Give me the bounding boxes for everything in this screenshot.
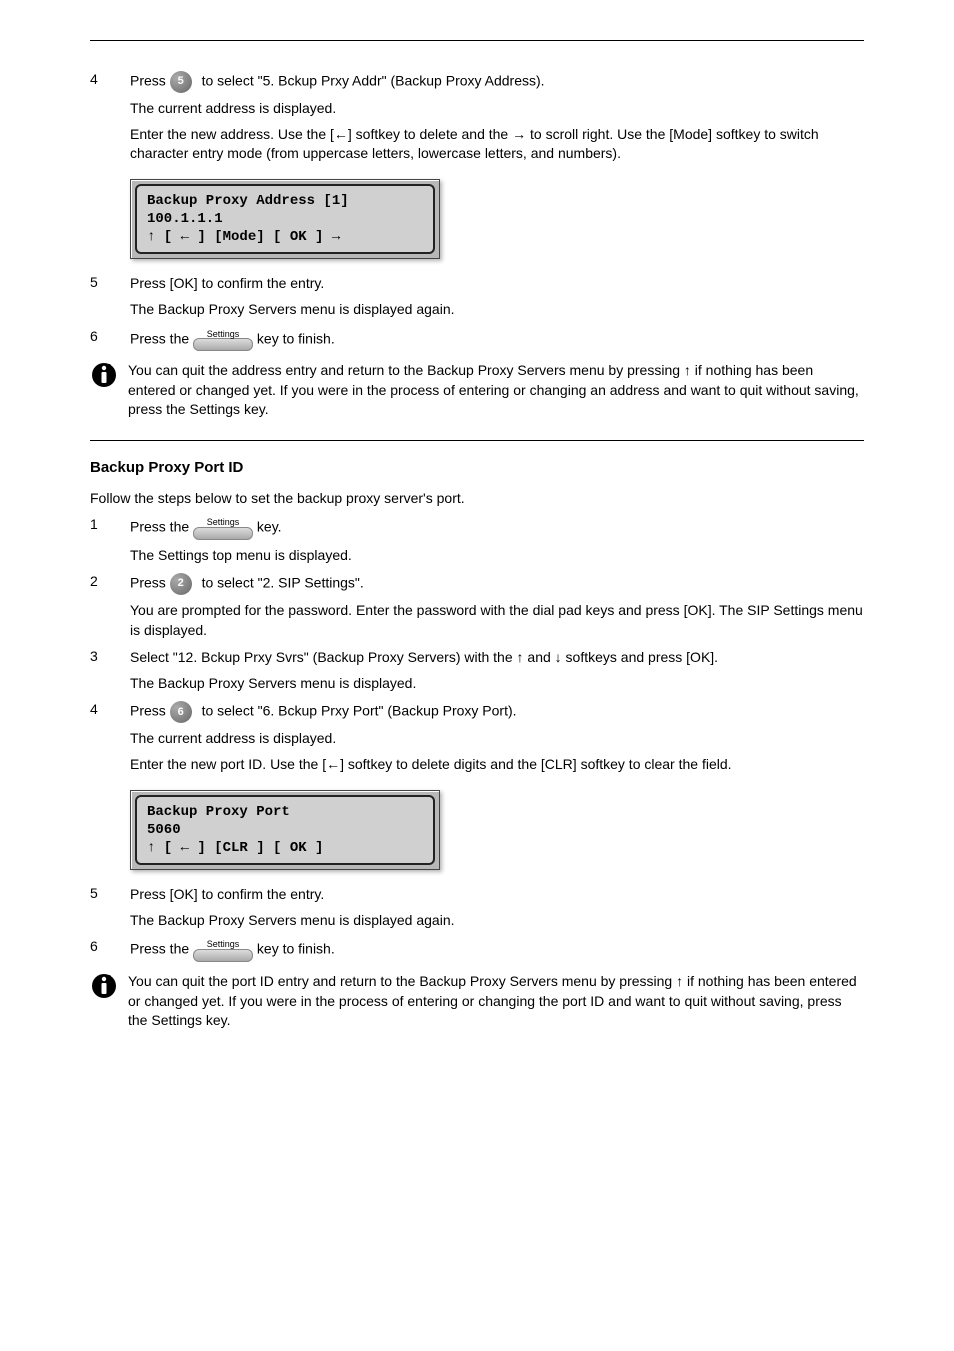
step-5-bottom: 5 Press [OK] to confirm the entry. The B…: [90, 885, 864, 930]
info-text: You can quit the address entry and retur…: [128, 361, 864, 420]
keypad-5-icon: 5: [170, 71, 192, 93]
step3-sub: The Backup Proxy Servers menu is display…: [130, 674, 718, 694]
text-prefix: Press: [130, 703, 170, 719]
step-number: 6: [90, 938, 130, 954]
text-suffix: key.: [257, 518, 282, 534]
lcd-inner: Backup Proxy Address [1] 100.1.1.1 ↑ [ ←…: [135, 184, 435, 255]
step-6-top: 6 Press the Settings key to finish.: [90, 328, 864, 352]
settings-key-button-icon: [193, 338, 253, 351]
settings-key-icon: Settings: [193, 328, 253, 352]
step-text: Select "12. Bckup Prxy Svrs" (Backup Pro…: [130, 648, 718, 693]
lcd-line3: ↑ [ ← ] [Mode] [ OK ] →: [147, 229, 340, 245]
text-suffix: to select "2. SIP Settings".: [202, 575, 364, 591]
step-number: 2: [90, 573, 130, 589]
lcd-line2: 5060: [147, 822, 181, 838]
step4-sub1: The current address is displayed.: [130, 729, 732, 749]
text-prefix: Press: [130, 73, 170, 89]
lcd-inner: Backup Proxy Port 5060 ↑ [ ← ] [CLR ] [ …: [135, 795, 435, 866]
step-number: 4: [90, 701, 130, 717]
step4-sub2: Enter the new port ID. Use the [←] softk…: [130, 755, 732, 775]
step5-sub: The Backup Proxy Servers menu is display…: [130, 300, 455, 320]
lcd-line1: Backup Proxy Address [1]: [147, 193, 349, 209]
info-note-bottom: You can quit the port ID entry and retur…: [90, 972, 864, 1031]
text-suffix: key to finish.: [257, 330, 335, 346]
step-4-bottom: 4 Press 6 to select "6. Bckup Prxy Port"…: [90, 701, 864, 774]
step-text: Press [OK] to confirm the entry. The Bac…: [130, 885, 455, 930]
settings-key-icon: Settings: [193, 938, 253, 962]
text-prefix: Press the: [130, 518, 193, 534]
step-number: 4: [90, 71, 130, 87]
text-suffix: to select "6. Bckup Prxy Port" (Backup P…: [202, 703, 517, 719]
step-6-bottom: 6 Press the Settings key to finish.: [90, 938, 864, 962]
step-1-bottom: 1 Press the Settings key. The Settings t…: [90, 516, 864, 565]
info-icon: [90, 361, 118, 389]
info-text: You can quit the port ID entry and retur…: [128, 972, 864, 1031]
step-number: 1: [90, 516, 130, 532]
step-text: Press 2 to select "2. SIP Settings". You…: [130, 573, 864, 640]
step3-text: Select "12. Bckup Prxy Svrs" (Backup Pro…: [130, 649, 718, 665]
section-lead: Follow the steps below to set the backup…: [90, 490, 864, 506]
text-suffix: key to finish.: [257, 941, 335, 957]
step2-sub: You are prompted for the password. Enter…: [130, 601, 864, 640]
top-rule: [90, 40, 864, 41]
info-icon: [90, 972, 118, 1000]
text-suffix: to select "5. Bckup Prxy Addr" (Backup P…: [202, 73, 545, 89]
step-sub2: Enter the new address. Use the [←] softk…: [130, 125, 864, 164]
step-text: Press the Settings key. The Settings top…: [130, 516, 352, 565]
step-text: Press 5 to select "5. Bckup Prxy Addr" (…: [130, 71, 864, 164]
keypad-2-icon: 2: [170, 573, 192, 595]
step-4-top: 4 Press 5 to select "5. Bckup Prxy Addr"…: [90, 71, 864, 164]
keypad-6-icon: 6: [170, 701, 192, 723]
step5-text: Press [OK] to confirm the entry.: [130, 275, 324, 291]
mid-rule: [90, 440, 864, 441]
lcd-line3: ↑ [ ← ] [CLR ] [ OK ]: [147, 840, 323, 856]
page: 4 Press 5 to select "5. Bckup Prxy Addr"…: [0, 0, 954, 1091]
step-5-top: 5 Press [OK] to confirm the entry. The B…: [90, 274, 864, 319]
step5-sub: The Backup Proxy Servers menu is display…: [130, 911, 455, 931]
step5-text: Press [OK] to confirm the entry.: [130, 886, 324, 902]
text-prefix: Press: [130, 575, 170, 591]
section-title: Backup Proxy Port ID: [90, 459, 864, 476]
step-text: Press [OK] to confirm the entry. The Bac…: [130, 274, 455, 319]
step-text: Press the Settings key to finish.: [130, 328, 335, 352]
step-number: 5: [90, 274, 130, 290]
step-number: 3: [90, 648, 130, 664]
step-number: 6: [90, 328, 130, 344]
step-text: Press 6 to select "6. Bckup Prxy Port" (…: [130, 701, 732, 774]
lcd-line1: Backup Proxy Port: [147, 804, 290, 820]
lcd-display-backup-proxy-port: Backup Proxy Port 5060 ↑ [ ← ] [CLR ] [ …: [130, 790, 440, 871]
lcd-line2: 100.1.1.1: [147, 211, 223, 227]
step-2-bottom: 2 Press 2 to select "2. SIP Settings". Y…: [90, 573, 864, 640]
step-sub1: The current address is displayed.: [130, 99, 864, 119]
step-number: 5: [90, 885, 130, 901]
text-prefix: Press the: [130, 941, 193, 957]
step-3-bottom: 3 Select "12. Bckup Prxy Svrs" (Backup P…: [90, 648, 864, 693]
step-text: Press the Settings key to finish.: [130, 938, 335, 962]
step1-sub: The Settings top menu is displayed.: [130, 546, 352, 566]
lcd-display-backup-proxy-address: Backup Proxy Address [1] 100.1.1.1 ↑ [ ←…: [130, 179, 440, 260]
info-note-top: You can quit the address entry and retur…: [90, 361, 864, 420]
settings-key-icon: Settings: [193, 516, 253, 540]
text-prefix: Press the: [130, 330, 193, 346]
